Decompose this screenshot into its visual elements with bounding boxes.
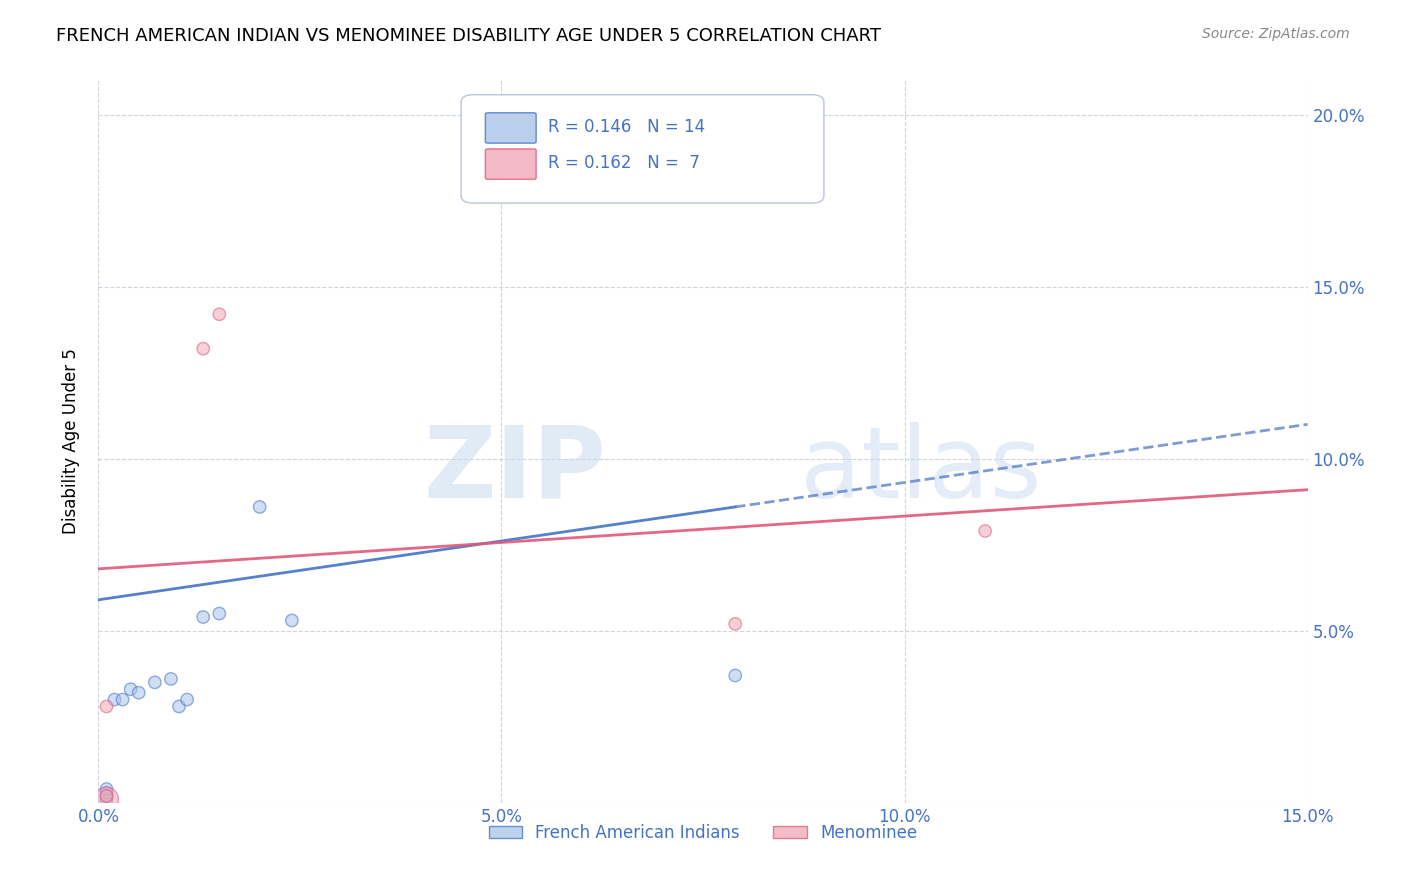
Point	[96, 782, 118, 797]
Point	[96, 789, 118, 803]
Point	[111, 692, 134, 706]
Text: FRENCH AMERICAN INDIAN VS MENOMINEE DISABILITY AGE UNDER 5 CORRELATION CHART: FRENCH AMERICAN INDIAN VS MENOMINEE DISA…	[56, 27, 882, 45]
Point	[96, 785, 118, 799]
Text: R = 0.162   N =  7: R = 0.162 N = 7	[548, 154, 700, 172]
Legend: French American Indians, Menominee: French American Indians, Menominee	[482, 817, 924, 848]
FancyBboxPatch shape	[461, 95, 824, 203]
Point	[281, 614, 304, 628]
Text: atlas: atlas	[800, 422, 1042, 519]
Point	[176, 692, 198, 706]
Point	[724, 616, 747, 631]
Point	[96, 792, 118, 806]
Text: R = 0.146   N = 14: R = 0.146 N = 14	[548, 119, 706, 136]
Point	[193, 342, 215, 356]
Y-axis label: Disability Age Under 5: Disability Age Under 5	[62, 349, 80, 534]
FancyBboxPatch shape	[485, 149, 536, 179]
Text: Source: ZipAtlas.com: Source: ZipAtlas.com	[1202, 27, 1350, 41]
Point	[96, 699, 118, 714]
Point	[120, 682, 142, 697]
Point	[160, 672, 183, 686]
Point	[974, 524, 997, 538]
Point	[724, 668, 747, 682]
Point	[96, 792, 118, 806]
Point	[143, 675, 166, 690]
Point	[128, 686, 150, 700]
Point	[208, 307, 231, 321]
Text: ZIP: ZIP	[423, 422, 606, 519]
Point	[167, 699, 190, 714]
FancyBboxPatch shape	[485, 112, 536, 143]
Point	[249, 500, 271, 514]
Point	[724, 159, 747, 173]
Point	[96, 789, 118, 803]
Point	[193, 610, 215, 624]
Point	[208, 607, 231, 621]
Point	[103, 692, 125, 706]
